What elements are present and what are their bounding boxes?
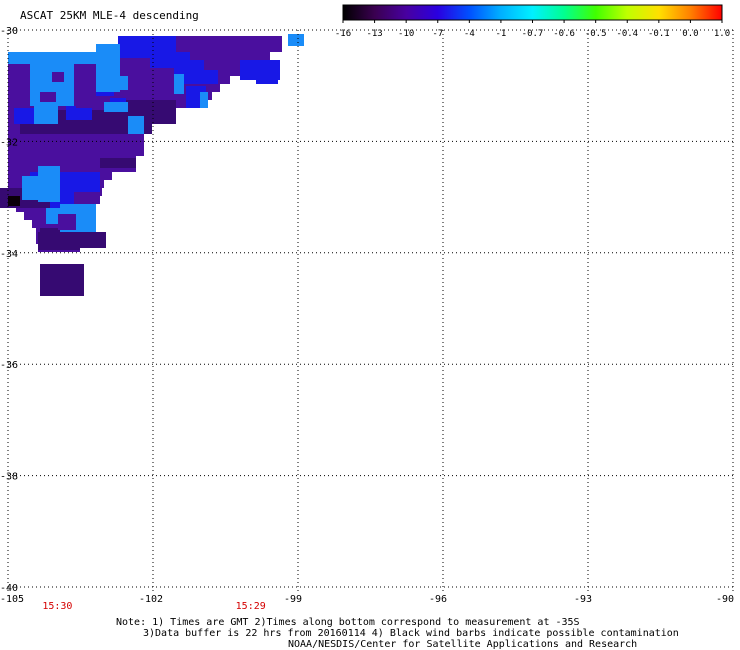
colorbar-label: -0.6: [553, 29, 575, 39]
lon-label: -99: [284, 594, 302, 605]
colorbar-label: -0.4: [616, 29, 638, 39]
colorbar-label: -7: [432, 29, 443, 39]
lat-label: -30: [0, 26, 18, 37]
colorbar-label: 1.0: [714, 29, 730, 39]
ascat-swath: [0, 34, 304, 296]
swath-pixel: [8, 196, 20, 206]
lon-label: -105: [0, 594, 24, 605]
swath-pixel: [110, 76, 128, 90]
swath-pixel: [288, 34, 304, 46]
lon-label: -93: [574, 594, 592, 605]
colorbar-gradient: [342, 4, 723, 21]
colorbar-label: 0.0: [682, 29, 698, 39]
colorbar-label: -10: [398, 29, 414, 39]
swath-pixel: [112, 44, 282, 52]
swath-pixel: [118, 36, 282, 44]
swath-pixel: [200, 70, 218, 84]
swath-pixel: [40, 92, 56, 102]
colorbar-label: -0.1: [648, 29, 670, 39]
swath-pixel: [200, 92, 208, 108]
colorbar-label: -0.5: [585, 29, 607, 39]
time-label: 15:29: [236, 601, 266, 612]
swath-pixel: [66, 106, 92, 120]
swath-pixel: [14, 108, 34, 124]
swath-pixel: [8, 132, 144, 140]
lat-label: -36: [0, 360, 18, 371]
swath-pixel: [8, 156, 136, 164]
swath-pixel: [60, 172, 100, 192]
lon-label: -90: [716, 594, 734, 605]
swath-pixel: [8, 148, 144, 156]
swath-pixel: [38, 232, 80, 250]
swath-pixel: [8, 52, 112, 64]
colorbar-label: -16: [335, 29, 351, 39]
swath-pixel: [174, 74, 184, 94]
swath-pixel: [8, 164, 136, 172]
lat-label: -34: [0, 249, 18, 260]
swath-pixel: [100, 158, 136, 168]
time-label: 15:30: [42, 601, 72, 612]
lon-label: -102: [139, 594, 163, 605]
swath-pixel: [34, 106, 58, 124]
swath-pixel: [22, 176, 40, 200]
note-line-3: NOAA/NESDIS/Center for Satellite Applica…: [288, 639, 638, 650]
colorbar-label: -0.7: [522, 29, 544, 39]
swath-pixel: [76, 94, 96, 108]
lat-label: -40: [0, 583, 18, 594]
swath-pixel: [240, 60, 280, 80]
colorbar: -16 -13 -10 -7 -4 -1 -0.7 -0.6 -0.5 -0.4 -0.1 0.0 1.…: [335, 4, 730, 39]
swath-pixel: [8, 60, 250, 68]
axis-labels: -30 -32 -34 -36 -38 -40-105 -102 -99 -96 -93 -90 15…: [0, 26, 734, 612]
swath-pixel: [58, 214, 76, 230]
colorbar-label: -4: [464, 29, 475, 39]
swath-pixel: [40, 264, 84, 296]
swath-pixel: [52, 72, 64, 82]
swath-pixel: [128, 116, 144, 134]
note-line-2: 3)Data buffer is 22 hrs from 20160114 4)…: [143, 628, 679, 639]
swath-pixel: [8, 68, 240, 76]
lat-lon-grid: [7, 29, 734, 593]
colorbar-label: -13: [366, 29, 382, 39]
swath-pixel: [8, 140, 144, 148]
note-line-1: Note: 1) Times are GMT 2)Times along bot…: [116, 617, 580, 628]
swath-pixel: [38, 166, 60, 202]
lat-label: -32: [0, 137, 18, 148]
swath-pixel: [104, 102, 128, 112]
chart-title: ASCAT 25KM MLE-4 descending: [20, 9, 199, 22]
colorbar-label: -1: [495, 29, 506, 39]
lat-label: -38: [0, 472, 18, 483]
swath-pixel: [256, 76, 278, 84]
lon-label: -96: [429, 594, 447, 605]
